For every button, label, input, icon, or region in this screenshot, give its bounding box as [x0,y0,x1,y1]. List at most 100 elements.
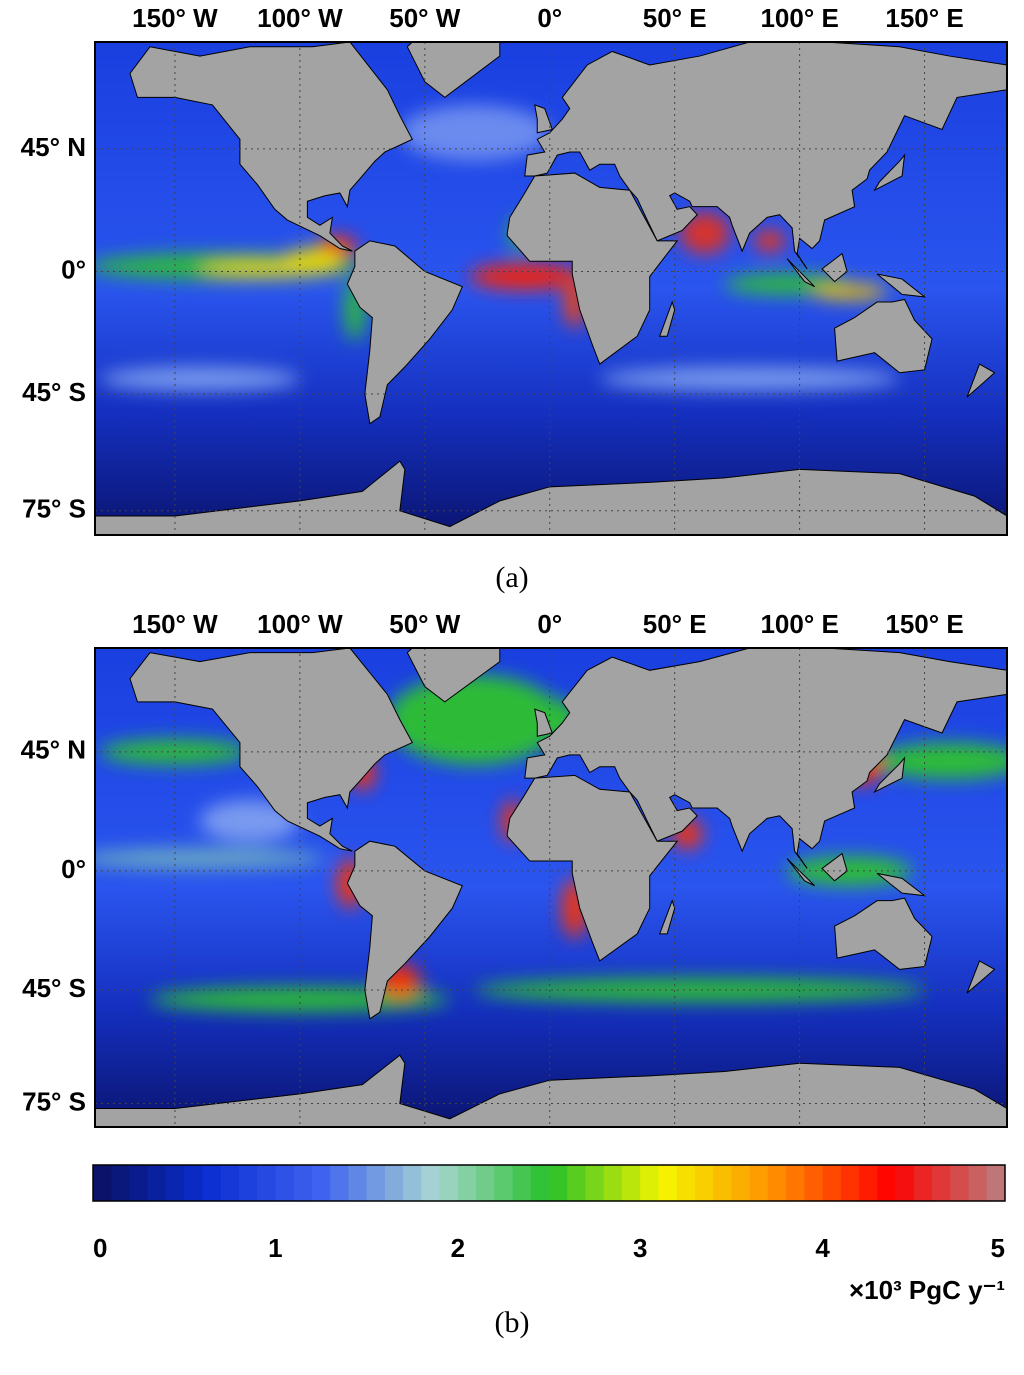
land [658,899,676,935]
land [966,960,996,994]
colorbar-step [220,1165,240,1201]
colorbar-step [111,1165,130,1201]
panel-label: (a) [495,561,528,594]
colorbar-step [238,1165,258,1201]
land [406,648,501,703]
colorbar-step [202,1165,222,1201]
x-tick-label: 100° W [257,3,343,33]
colorbar-step [457,1165,477,1201]
colorbar-step [494,1165,514,1201]
land [834,897,933,970]
colorbar-step [640,1165,659,1201]
colorbar-step [913,1165,933,1201]
productivity-patch [474,978,925,1002]
productivity-patch [282,248,343,275]
x-tick-label: 150° E [885,609,963,639]
colorbar-step [676,1165,696,1201]
colorbar-step [403,1165,422,1201]
colorbar-step [384,1165,404,1201]
colorbar-step [804,1165,824,1201]
colorbar-tick-label: 2 [451,1233,465,1263]
colorbar-step [859,1165,878,1201]
land [406,42,501,99]
x-tick-label: 50° W [389,3,461,33]
colorbar-step [311,1165,331,1201]
colorbar-step [968,1165,988,1201]
land [834,298,933,374]
y-tick-label: 75° S [22,1086,86,1116]
land [873,153,906,192]
x-tick-label: 0° [537,3,562,33]
land [506,172,679,365]
land [129,42,414,252]
y-tick-label: 45° S [22,377,86,407]
land [873,756,906,794]
colorbar-step [585,1165,605,1201]
colorbar-step [366,1165,386,1201]
x-tick-label: 0° [537,609,562,639]
colorbar-step [822,1165,842,1201]
land [129,648,414,852]
colorbar-tick-label: 1 [268,1233,282,1263]
y-tick-label: 45° N [21,132,86,162]
land [506,774,679,962]
land [876,273,927,298]
productivity-patch [99,366,300,391]
land [821,852,848,882]
colorbar-step [293,1165,313,1201]
colorbar-step [895,1165,915,1201]
map-panel [94,41,1008,536]
colorbar-step [184,1165,203,1201]
map-content [95,648,1007,1127]
productivity-patch [874,742,1007,780]
y-tick-label: 0° [61,854,86,884]
colorbar-step [567,1165,586,1201]
colorbar-step [257,1165,276,1201]
productivity-patch [599,366,900,391]
colorbar-step [603,1165,623,1201]
map-panel [94,647,1008,1128]
map-frame [94,41,1008,536]
colorbar-label: ×10³ PgC y⁻¹ [849,1275,1005,1305]
colorbar-tick-label: 4 [815,1233,830,1263]
colorbar-step [786,1165,805,1201]
productivity-patch [387,674,563,765]
land [524,648,1007,869]
x-tick-label: 150° W [132,609,218,639]
productivity-patch [679,212,730,255]
colorbar-step [840,1165,860,1201]
x-tick-label: 50° W [389,609,461,639]
panel-label: (b) [495,1306,530,1339]
colorbar-step [476,1165,495,1201]
colorbar-step [275,1165,295,1201]
colorbar-step [767,1165,787,1201]
x-tick-label: 150° W [132,3,218,33]
colorbar-step [950,1165,970,1201]
productivity-patch [399,104,550,161]
colorbar-tick-label: 5 [991,1233,1005,1263]
colorbar-step [713,1165,732,1201]
land [95,460,1007,535]
colorbar-step [694,1165,714,1201]
colorbar-step [986,1165,1006,1201]
y-tick-label: 45° S [22,973,86,1003]
colorbar-step [165,1165,185,1201]
land [658,300,676,337]
colorbar-step [330,1165,349,1201]
productivity-patch [812,284,888,300]
land [786,858,815,887]
colorbar-step [129,1165,149,1201]
colorbar-step [530,1165,550,1201]
colorbar-step [439,1165,459,1201]
land [821,252,848,283]
land [346,840,463,1020]
colorbar-tick-label: 0 [93,1233,107,1263]
map-content [95,42,1007,535]
colorbar-step [348,1165,368,1201]
productivity [95,104,900,391]
colorbar-step [731,1165,751,1201]
colorbar-tick-label: 3 [633,1233,647,1263]
land [524,42,1007,270]
colorbar-step [621,1165,641,1201]
